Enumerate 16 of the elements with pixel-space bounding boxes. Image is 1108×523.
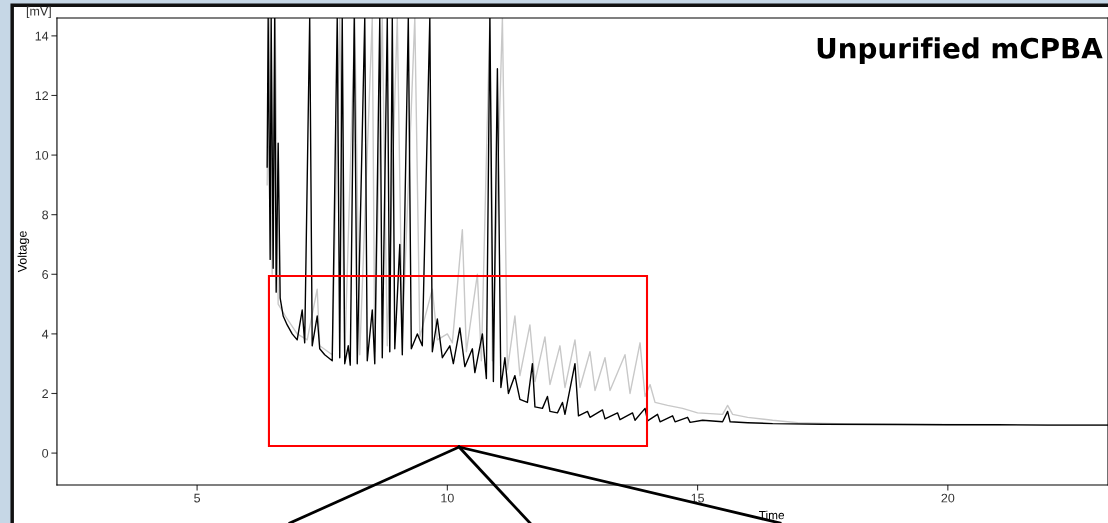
x-tick-label: 10 bbox=[441, 493, 454, 503]
y-axis-title: Voltage bbox=[17, 231, 30, 273]
y-tick-label: 2 bbox=[42, 389, 48, 399]
y-tick-label: 14 bbox=[35, 31, 49, 41]
y-tick-label: 8 bbox=[42, 210, 49, 220]
x-tick-label: 20 bbox=[941, 493, 955, 503]
x-tick-label: 15 bbox=[691, 493, 705, 503]
y-tick-label: 6 bbox=[42, 270, 49, 279]
x-axis-title: Time bbox=[759, 510, 785, 520]
y-tick-label: 10 bbox=[35, 150, 49, 160]
x-tick-label: 5 bbox=[194, 493, 201, 503]
text: [mV] bbox=[26, 6, 51, 18]
text: Unpurified mCPBA bbox=[817, 37, 1103, 65]
y-tick-label: 0 bbox=[42, 448, 49, 458]
y-tick-label: 12 bbox=[35, 91, 48, 100]
y-tick-label: 4 bbox=[41, 329, 49, 339]
